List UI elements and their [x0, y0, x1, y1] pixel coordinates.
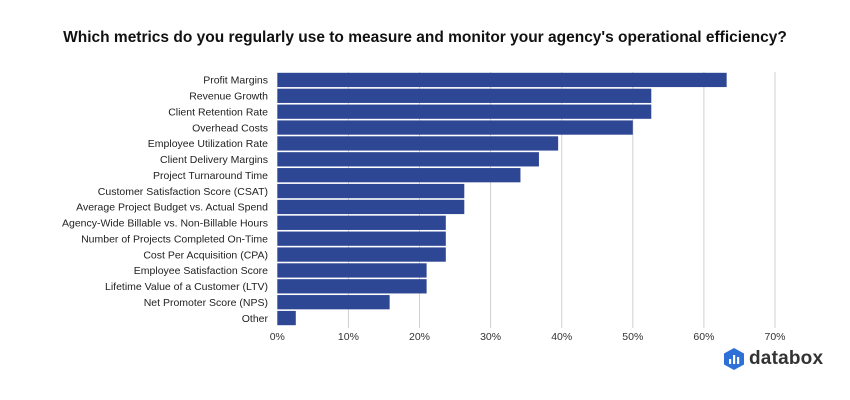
bar — [277, 279, 427, 294]
bar — [277, 152, 539, 167]
category-label: Number of Projects Completed On-Time — [81, 233, 268, 245]
category-label: Net Promoter Score (NPS) — [144, 297, 268, 309]
x-tick-label: 50% — [622, 331, 643, 343]
x-tick-label: 60% — [693, 331, 714, 343]
category-label: Other — [242, 313, 269, 325]
databox-logo: databox — [724, 348, 823, 370]
category-label: Employee Utilization Rate — [148, 138, 268, 150]
category-label: Customer Satisfaction Score (CSAT) — [98, 186, 268, 198]
bar — [277, 215, 446, 230]
category-label: Client Delivery Margins — [160, 154, 268, 166]
chart-title: Which metrics do you regularly use to me… — [63, 29, 787, 46]
bar — [277, 168, 521, 183]
x-tick-label: 20% — [409, 331, 430, 343]
bar — [277, 199, 465, 215]
x-tick-label: 40% — [551, 331, 572, 343]
category-label: Agency-Wide Billable vs. Non-Billable Ho… — [62, 218, 268, 230]
category-label: Project Turnaround Time — [153, 170, 268, 182]
databox-logo-text: databox — [749, 348, 824, 369]
x-tick-label: 10% — [338, 331, 359, 343]
x-tick-label: 0% — [270, 331, 285, 343]
category-label: Average Project Budget vs. Actual Spend — [76, 202, 268, 214]
databox-logo-icon — [724, 348, 744, 370]
category-label: Profit Margins — [203, 75, 268, 87]
bar — [277, 88, 652, 103]
bar — [277, 231, 446, 246]
bar — [277, 295, 390, 310]
bar — [277, 120, 633, 135]
x-tick-label: 70% — [764, 331, 785, 343]
bar — [277, 136, 559, 151]
bar — [277, 104, 652, 119]
category-label: Cost Per Acquisition (CPA) — [143, 249, 268, 261]
bar — [277, 263, 427, 278]
category-label: Employee Satisfaction Score — [134, 265, 268, 277]
bar — [277, 247, 446, 262]
category-label: Client Retention Rate — [168, 106, 268, 118]
category-label: Overhead Costs — [192, 122, 268, 134]
bar — [277, 183, 465, 199]
category-label: Lifetime Value of a Customer (LTV) — [105, 281, 268, 293]
bar — [277, 72, 727, 88]
x-tick-label: 30% — [480, 331, 501, 343]
category-label: Revenue Growth — [189, 91, 268, 103]
bar — [277, 310, 296, 326]
